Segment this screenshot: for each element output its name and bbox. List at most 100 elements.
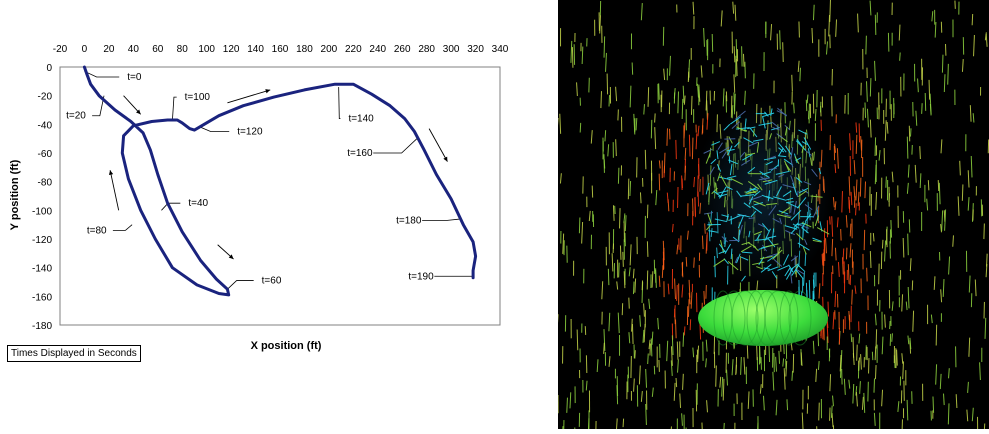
flow-streak <box>723 423 724 429</box>
flow-streak <box>833 197 834 207</box>
flow-streak <box>691 292 692 309</box>
flow-streak <box>691 96 692 115</box>
flow-streak <box>941 139 942 153</box>
time-label: t=40 <box>188 198 208 209</box>
flow-streak <box>677 342 678 360</box>
flow-streak <box>664 153 665 173</box>
flow-streak <box>876 192 877 210</box>
time-label: t=20 <box>66 111 86 122</box>
flow-streak <box>630 86 631 108</box>
flow-streak <box>892 333 893 341</box>
flow-streak <box>706 358 707 367</box>
flow-streak <box>659 160 660 168</box>
flow-streak <box>655 127 656 149</box>
flow-streak <box>797 191 798 197</box>
x-tick-label: 220 <box>345 44 362 55</box>
flow-streak <box>887 122 888 134</box>
flow-streak <box>676 140 677 159</box>
flow-streak <box>932 11 933 21</box>
flow-streak <box>830 374 831 391</box>
flow-streak <box>672 335 673 355</box>
flow-streak <box>662 265 663 278</box>
flow-streak <box>667 128 668 145</box>
flow-streak <box>874 378 875 392</box>
flow-streak <box>686 257 687 267</box>
flow-streak <box>586 381 587 391</box>
flow-streak <box>741 357 742 375</box>
flow-streak <box>684 96 685 105</box>
y-tick-labels: 0-20-40-60-80-100-120-140-160-180 <box>32 63 52 332</box>
flow-streak <box>865 102 866 117</box>
flow-streak <box>577 330 578 351</box>
time-label: t=60 <box>262 276 282 287</box>
flow-streak <box>958 196 959 215</box>
y-tick-label: -40 <box>38 120 53 131</box>
flow-streak <box>613 205 614 221</box>
flow-streak <box>792 371 793 381</box>
flow-streak <box>892 172 893 183</box>
y-tick-label: -60 <box>38 149 53 160</box>
flow-streak <box>962 59 963 72</box>
flow-streak <box>608 144 609 156</box>
flow-streak <box>836 19 837 36</box>
flow-streak <box>635 350 636 358</box>
flow-streak <box>908 234 909 256</box>
flow-streak <box>843 249 844 265</box>
flow-streak <box>855 285 856 293</box>
flow-streak <box>941 289 942 302</box>
flow-streak <box>865 181 866 198</box>
x-tick-label: 180 <box>296 44 313 55</box>
flow-streak <box>707 400 708 412</box>
flow-streak <box>813 5 814 20</box>
flow-streak <box>616 139 617 156</box>
flow-streak <box>771 24 772 40</box>
flow-streak <box>735 5 736 21</box>
flow-streak <box>701 65 702 77</box>
flow-streak <box>629 332 630 343</box>
flow-streak <box>779 351 780 364</box>
time-label: t=160 <box>347 148 373 159</box>
flow-streak <box>747 345 748 358</box>
flow-streak <box>813 341 814 354</box>
flow-streak <box>580 123 581 133</box>
flow-streak <box>852 290 853 305</box>
flow-streak <box>702 423 703 429</box>
flow-streak <box>749 218 755 219</box>
flow-streak <box>902 353 903 363</box>
flow-streak <box>916 111 917 126</box>
flow-streak <box>870 1 871 16</box>
x-tick-label: 120 <box>223 44 240 55</box>
flow-streak <box>675 278 676 299</box>
flow-streak <box>850 243 851 257</box>
flow-streak <box>783 42 784 62</box>
flow-streak <box>604 343 605 354</box>
flow-streak <box>647 271 648 290</box>
y-tick-label: -100 <box>32 206 52 217</box>
flow-streak <box>800 68 801 81</box>
flow-streak <box>798 61 799 72</box>
flow-streak <box>591 130 592 143</box>
flow-streak <box>640 192 641 203</box>
time-label: t=180 <box>396 215 422 226</box>
flow-streak <box>856 122 857 132</box>
flow-streak <box>639 366 640 385</box>
flow-streak <box>617 385 618 404</box>
flow-streak <box>582 222 583 244</box>
flow-streak <box>640 315 641 327</box>
flow-streak <box>667 193 668 203</box>
flow-streak <box>969 338 970 357</box>
flow-streak <box>652 332 653 345</box>
flow-streak <box>907 137 908 159</box>
flow-streak <box>819 403 820 421</box>
flow-streak <box>949 368 950 378</box>
flow-streak <box>620 208 621 228</box>
time-label: t=120 <box>237 127 263 138</box>
flow-streak <box>962 184 963 200</box>
flow-streak <box>619 263 620 278</box>
flow-streak <box>704 28 705 47</box>
flow-streak <box>899 25 900 41</box>
flow-streak <box>792 75 793 92</box>
flow-streak <box>885 240 886 261</box>
flow-streak <box>733 2 734 14</box>
